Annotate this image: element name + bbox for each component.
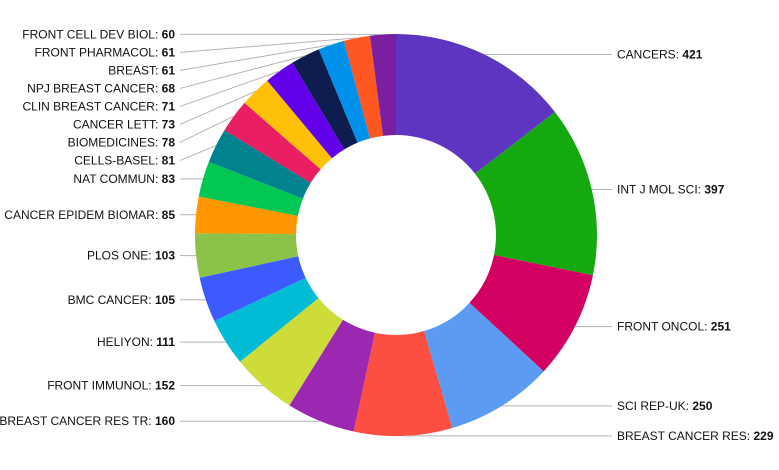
data-label-front-pharmacol: FRONT PHARMACOL: 61 (35, 45, 176, 59)
slice-npj-breast-cancer (292, 49, 358, 150)
data-label-breast-cancer-res: BREAST CANCER RES: 229 (617, 429, 774, 443)
data-label-clin-breast-cancer: CLIN BREAST CANCER: 71 (22, 99, 175, 113)
slice-heliyon (214, 277, 319, 362)
slice-cancer-epidem-biomar (195, 196, 298, 235)
slice-bmc-cancer (199, 256, 306, 321)
slice-biomedicines (224, 102, 321, 183)
slice-front-oncol (469, 255, 593, 372)
slice-front-cell-dev-biol (369, 34, 396, 136)
data-label-front-cell-dev-biol: FRONT CELL DEV BIOL: 60 (22, 27, 175, 41)
leader-line-cells-basel (179, 145, 217, 161)
slice-breast-cancer-res (353, 330, 453, 436)
slice-cancers (396, 34, 555, 174)
slices-group (195, 34, 598, 436)
slice-cells-basel (208, 130, 311, 199)
leader-line-npj-breast-cancer (179, 55, 306, 89)
data-label-front-immunol: FRONT IMMUNOL: 152 (47, 379, 175, 393)
slice-cancer-lett (244, 80, 332, 170)
slice-int-j-mol-sci (475, 111, 598, 276)
slice-breast (318, 40, 371, 143)
leader-line-biomedicines (179, 115, 235, 143)
data-label-cancers: CANCERS: 421 (617, 48, 703, 62)
data-labels-group: CANCERS: 421 INT J MOL SCI: 397 FRONT ONCO… (0, 27, 774, 442)
data-label-bmc-cancer: BMC CANCER: 105 (68, 293, 176, 307)
leader-line-front-pharmacol (179, 37, 357, 53)
data-label-int-j-mol-sci: INT J MOL SCI: 397 (617, 182, 725, 196)
slice-breast-cancer-res-tr (289, 319, 375, 432)
data-label-breast: BREAST: 61 (108, 63, 175, 77)
slice-front-pharmacol (343, 35, 384, 139)
slice-front-immunol (240, 298, 343, 406)
data-label-breast-cancer-res-tr: BREAST CANCER RES TR: 160 (0, 414, 175, 428)
data-label-front-oncol: FRONT ONCOL: 251 (617, 320, 731, 334)
data-label-heliyon: HELIYON: 111 (97, 335, 175, 349)
slice-sci-rep-uk (424, 302, 544, 428)
slice-nat-commun (198, 161, 303, 216)
slice-plos-one (195, 233, 299, 278)
data-label-cells-basel: CELLS-BASEL: 81 (74, 153, 175, 167)
leader-lines-group (179, 33, 612, 437)
data-label-cancer-epidem-biomar: CANCER EPIDEM BIOMAR: 85 (4, 208, 175, 222)
slice-clin-breast-cancer (267, 62, 345, 159)
data-label-sci-rep-uk: SCI REP-UK: 250 (617, 399, 713, 413)
data-label-npj-breast-cancer: NPJ BREAST CANCER: 68 (27, 81, 175, 95)
data-label-cancer-lett: CANCER LETT: 73 (73, 117, 175, 131)
leader-line-cancer-lett (179, 90, 256, 125)
leader-line-breast (179, 44, 332, 71)
leader-line-clin-breast-cancer (179, 70, 280, 107)
data-label-plos-one: PLOS ONE: 103 (87, 249, 175, 263)
data-label-biomedicines: BIOMEDICINES: 78 (68, 135, 176, 149)
data-label-nat-commun: NAT COMMUN: 83 (73, 172, 175, 186)
